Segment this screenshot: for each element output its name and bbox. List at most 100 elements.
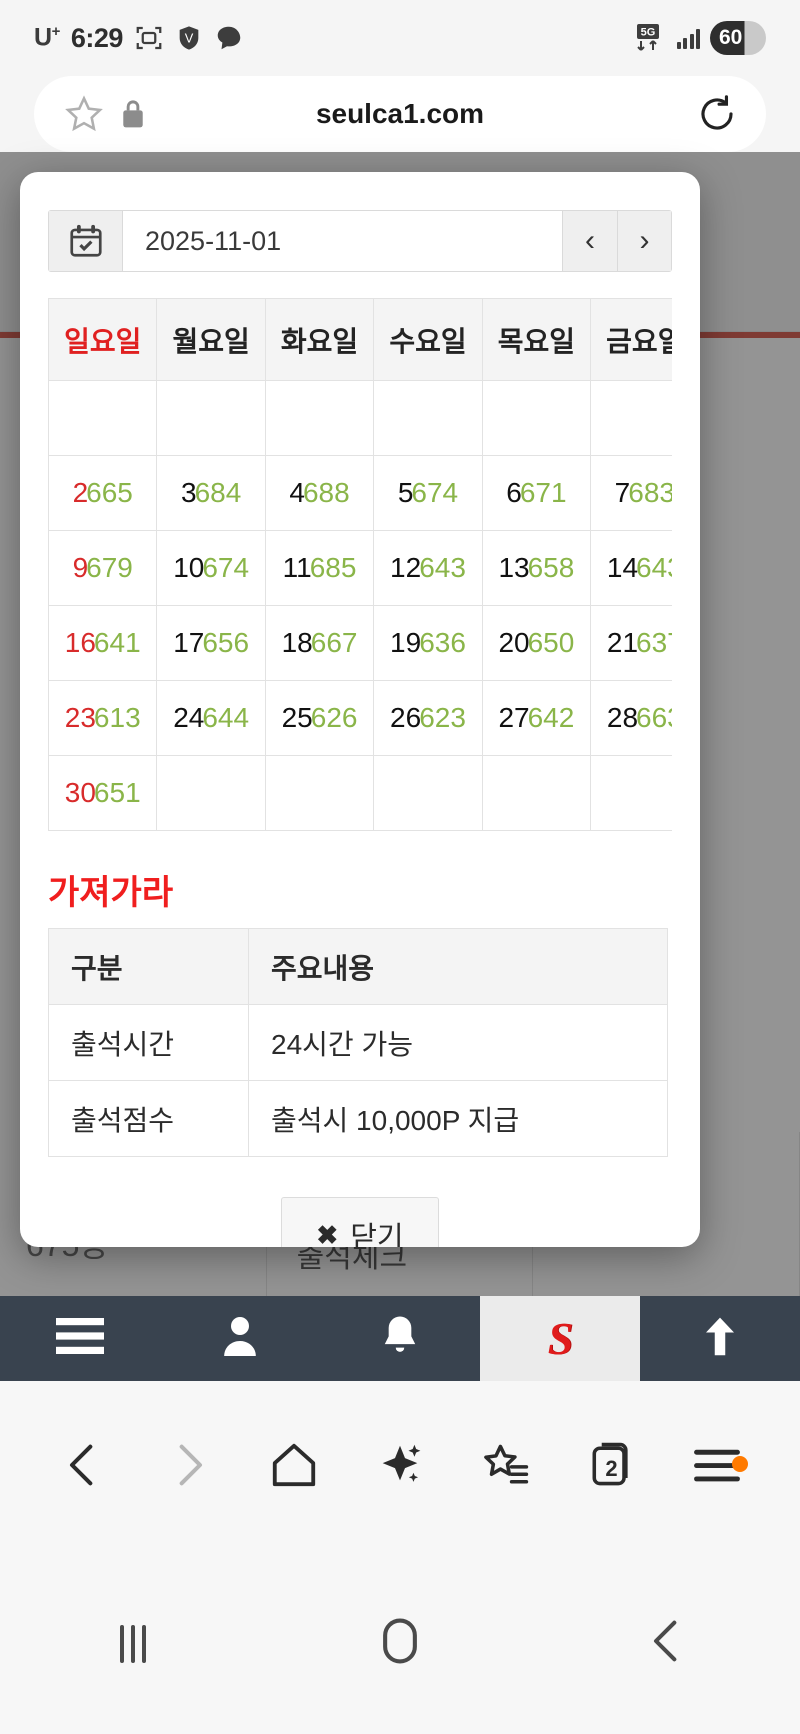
calendar-day-cell[interactable]: 23 613	[48, 680, 158, 756]
day-number: 26	[390, 702, 422, 733]
browser-bookmarks-button[interactable]	[453, 1440, 559, 1495]
calendar-week-row: 30 651	[48, 755, 672, 831]
browser-back-button[interactable]	[30, 1439, 136, 1496]
info-header-0: 구분	[48, 928, 249, 1005]
site-bottom-nav: S	[0, 1296, 800, 1381]
calendar-day-cell[interactable]: 10 674	[156, 530, 266, 606]
calendar-header-3: 수요일	[373, 298, 483, 381]
info-title: 가져가라	[48, 874, 174, 912]
sidebar-item-notifications[interactable]	[320, 1296, 480, 1381]
calendar-day-cell[interactable]: 14643	[590, 530, 672, 606]
day-number: 4	[289, 477, 305, 508]
android-recents-button[interactable]	[0, 1624, 267, 1663]
day-points: 684	[194, 477, 242, 508]
day-number: 25	[281, 702, 313, 733]
menu-icon	[54, 1316, 106, 1361]
status-bar-left: U+ 6:29 V	[34, 23, 244, 54]
calendar-day-cell[interactable]: 11 685	[264, 530, 375, 606]
reload-icon[interactable]	[696, 93, 738, 135]
sparkle-icon	[375, 1440, 425, 1495]
calendar-week-row: 1672	[48, 380, 672, 456]
modal-body: 2025-11-01 ‹ › 일요일월요일화요일수요일목요일금요일토요일 167…	[20, 172, 700, 1247]
next-month-button[interactable]: ›	[617, 211, 671, 271]
calendar-day-cell[interactable]: 4 688	[264, 455, 375, 531]
day-points: 688	[302, 477, 350, 508]
day-points: 641	[93, 627, 141, 658]
attendance-calendar: 일요일월요일화요일수요일목요일금요일토요일 167226653684468856…	[48, 298, 672, 831]
day-points: 656	[202, 627, 250, 658]
calendar-week-row: 23613246442562626623276422866329648	[48, 680, 672, 756]
calendar-day-cell[interactable]: 6 671	[481, 455, 592, 531]
browser-ai-button[interactable]	[347, 1440, 453, 1495]
calendar-body: 1672266536844688567466717683869096791067…	[48, 380, 672, 831]
star-icon[interactable]	[62, 92, 106, 136]
calendar-scroll[interactable]: 일요일월요일화요일수요일목요일금요일토요일 167226653684468856…	[48, 298, 672, 831]
day-number: 11	[282, 552, 312, 583]
android-back-button[interactable]	[533, 1615, 800, 1672]
calendar-day-cell[interactable]: 2 665	[48, 455, 158, 531]
info-body: 출석시간 24시간 가능 출석점수 출석시 10,000P 지급	[48, 1004, 668, 1157]
sidebar-item-scroll-top[interactable]	[640, 1296, 800, 1381]
browser-forward-button[interactable]	[136, 1439, 242, 1496]
calendar-check-icon[interactable]	[49, 211, 123, 271]
calendar-day-cell[interactable]: 17 656	[156, 605, 266, 681]
day-points: 623	[419, 702, 466, 733]
url-bar[interactable]: seulca1.com	[34, 76, 766, 152]
calendar-empty-cell	[156, 380, 266, 456]
calendar-day-cell[interactable]: 9 679	[48, 530, 158, 606]
day-number: 12	[390, 552, 422, 583]
calendar-empty-cell	[156, 755, 266, 831]
calendar-day-cell[interactable]: 27 642	[481, 680, 592, 756]
calendar-day-cell[interactable]: 13 658	[481, 530, 592, 606]
calendar-day-cell[interactable]: 3 684	[156, 455, 266, 531]
calendar-day-cell[interactable]: 7 683	[590, 455, 672, 531]
day-points: 674	[411, 477, 459, 508]
close-button[interactable]: ✖ 닫기	[281, 1197, 439, 1247]
browser-tabs-button[interactable]: 2	[559, 1439, 665, 1496]
sidebar-item-logo[interactable]: S	[480, 1296, 640, 1381]
sidebar-item-menu[interactable]	[0, 1296, 160, 1381]
calendar-empty-cell	[373, 755, 483, 831]
svg-text:5G: 5G	[640, 27, 655, 39]
calendar-day-cell[interactable]: 26 623	[373, 680, 483, 756]
prev-month-button[interactable]: ‹	[563, 211, 617, 271]
day-number: 20	[498, 627, 530, 658]
day-number: 2	[72, 477, 89, 508]
calendar-day-cell[interactable]: 20 650	[481, 605, 592, 681]
close-button-label: 닫기	[350, 1222, 404, 1247]
day-number: 13	[498, 552, 530, 583]
calendar-day-cell[interactable]: 30 651	[48, 755, 158, 831]
calendar-day-cell[interactable]: 12 643	[373, 530, 483, 606]
tab-count-label: 2	[605, 1456, 618, 1482]
info-cell: 출석점수	[48, 1080, 249, 1157]
day-points: 644	[202, 702, 250, 733]
calendar-day-cell[interactable]: 21637	[590, 605, 672, 681]
day-number: 28	[606, 702, 639, 733]
date-input[interactable]: 2025-11-01	[123, 211, 563, 271]
chat-icon	[214, 23, 244, 53]
screenshot-icon	[134, 23, 164, 53]
signal-bars-icon	[676, 27, 700, 49]
day-points: 643	[636, 552, 672, 583]
calendar-day-cell[interactable]: 5 674	[373, 455, 483, 531]
menu-icon	[692, 1444, 742, 1491]
info-row: 출석시간 24시간 가능	[48, 1004, 668, 1081]
calendar-day-cell[interactable]: 19 636	[373, 605, 483, 681]
browser-url-bar-container: seulca1.com	[0, 76, 800, 152]
browser-home-button[interactable]	[241, 1440, 347, 1495]
calendar-day-cell[interactable]: 24 644	[156, 680, 266, 756]
day-number: 24	[173, 702, 205, 733]
android-home-button[interactable]	[267, 1615, 534, 1672]
sidebar-item-user[interactable]	[160, 1296, 320, 1381]
day-points: 650	[527, 627, 575, 658]
day-points: 679	[86, 552, 133, 583]
calendar-header-2: 화요일	[264, 298, 375, 381]
calendar-day-cell[interactable]: 16 641	[48, 605, 158, 681]
tabs-icon	[586, 1439, 636, 1496]
calendar-day-cell[interactable]: 25 626	[264, 680, 375, 756]
calendar-day-cell[interactable]: 18 667	[264, 605, 375, 681]
calendar-week-row: 2665368446885674667176838690	[48, 455, 672, 531]
browser-menu-button[interactable]	[664, 1444, 770, 1491]
